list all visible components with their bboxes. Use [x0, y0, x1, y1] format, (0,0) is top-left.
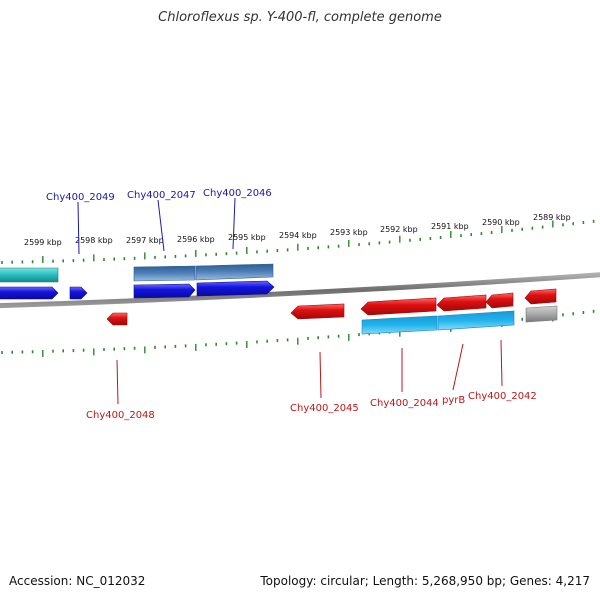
- bottom-leader-lines: [116, 339, 503, 405]
- feature-steel-block-2047[interactable]: [133, 265, 196, 282]
- gene-arrow-chy400-2045[interactable]: [290, 303, 345, 320]
- gene-label-chy400-2045[interactable]: Chy400_2045: [290, 403, 359, 414]
- leader-line-chy400-2048: [116, 359, 119, 405]
- forward-gene-row: [0, 280, 275, 300]
- scale-label-2596: 2596 kbp: [177, 235, 215, 244]
- gene-label-pyrb[interactable]: pyrB: [442, 395, 465, 406]
- scale-label-2598: 2598 kbp: [75, 236, 113, 245]
- leader-line-chy400-2046: [232, 197, 236, 250]
- scale-label-2593: 2593 kbp: [330, 228, 368, 237]
- leader-line-chy400-2049: [77, 201, 80, 255]
- gene-label-chy400-2049[interactable]: Chy400_2049: [46, 192, 115, 203]
- accession-text: Accession: NC_012032: [9, 574, 146, 588]
- gene-label-chy400-2042[interactable]: Chy400_2042: [468, 391, 537, 402]
- leader-line-chy400-2042: [500, 339, 503, 387]
- gene-label-chy400-2044[interactable]: Chy400_2044: [370, 398, 439, 409]
- top-gene-labels: Chy400_2049 Chy400_2047 Chy400_2046: [46, 188, 272, 203]
- scale-label-2597: 2597 kbp: [126, 236, 164, 245]
- gene-arrow-chy400-2049[interactable]: [69, 286, 88, 300]
- feature-cyan-block-pyrb[interactable]: [437, 310, 515, 331]
- gene-label-chy400-2048[interactable]: Chy400_2048: [86, 410, 155, 421]
- feature-teal-block[interactable]: [0, 267, 59, 283]
- feature-cyan-block-2044[interactable]: [361, 315, 438, 335]
- genome-backbone: [0, 272, 600, 309]
- gene-label-chy400-2046[interactable]: Chy400_2046: [203, 188, 272, 199]
- leader-line-chy400-2045: [319, 351, 322, 399]
- scale-label-2590: 2590 kbp: [482, 218, 520, 227]
- scale-label-2595: 2595 kbp: [228, 233, 266, 242]
- gene-arrow-chy400-2046[interactable]: [196, 280, 275, 297]
- genome-summary-text: Topology: circular; Length: 5,268,950 bp…: [260, 574, 590, 588]
- upper-feature-row: [0, 263, 274, 283]
- leader-line-chy400-2047: [157, 199, 165, 252]
- top-leader-lines: [77, 197, 236, 255]
- scale-label-2592: 2592 kbp: [380, 225, 418, 234]
- gene-arrow-chy400-2048[interactable]: [106, 312, 128, 326]
- bottom-gene-labels: Chy400_2048 Chy400_2045 Chy400_2044 pyrB…: [86, 391, 537, 421]
- scale-label-2591: 2591 kbp: [431, 222, 469, 231]
- scale-label-2599: 2599 kbp: [24, 238, 62, 247]
- gene-label-chy400-2047[interactable]: Chy400_2047: [127, 190, 196, 201]
- gene-arrow-chy400-2044[interactable]: [360, 297, 437, 316]
- reverse-gene-row: [106, 288, 557, 326]
- lower-feature-row: [361, 305, 558, 335]
- feature-steel-block-2046[interactable]: [195, 263, 274, 281]
- scale-label-2589: 2589 kbp: [533, 213, 571, 222]
- leader-line-pyrb: [452, 343, 464, 391]
- gene-arrow-pyrb[interactable]: [436, 294, 487, 312]
- feature-gray-block[interactable]: [525, 305, 558, 323]
- map-title: Chloroflexus sp. Y-400-fl, complete geno…: [158, 10, 442, 25]
- upper-tick-arc: [1, 219, 595, 264]
- gene-arrow-red-right[interactable]: [524, 288, 557, 305]
- scale-label-2594: 2594 kbp: [279, 231, 317, 240]
- gene-arrow-chy400-2042[interactable]: [485, 292, 514, 309]
- scale-labels: 2599 kbp 2598 kbp 2597 kbp 2596 kbp 2595…: [24, 213, 571, 247]
- gene-arrow-chy400-2047[interactable]: [133, 283, 196, 299]
- gene-arrow-blue-left[interactable]: [0, 286, 59, 300]
